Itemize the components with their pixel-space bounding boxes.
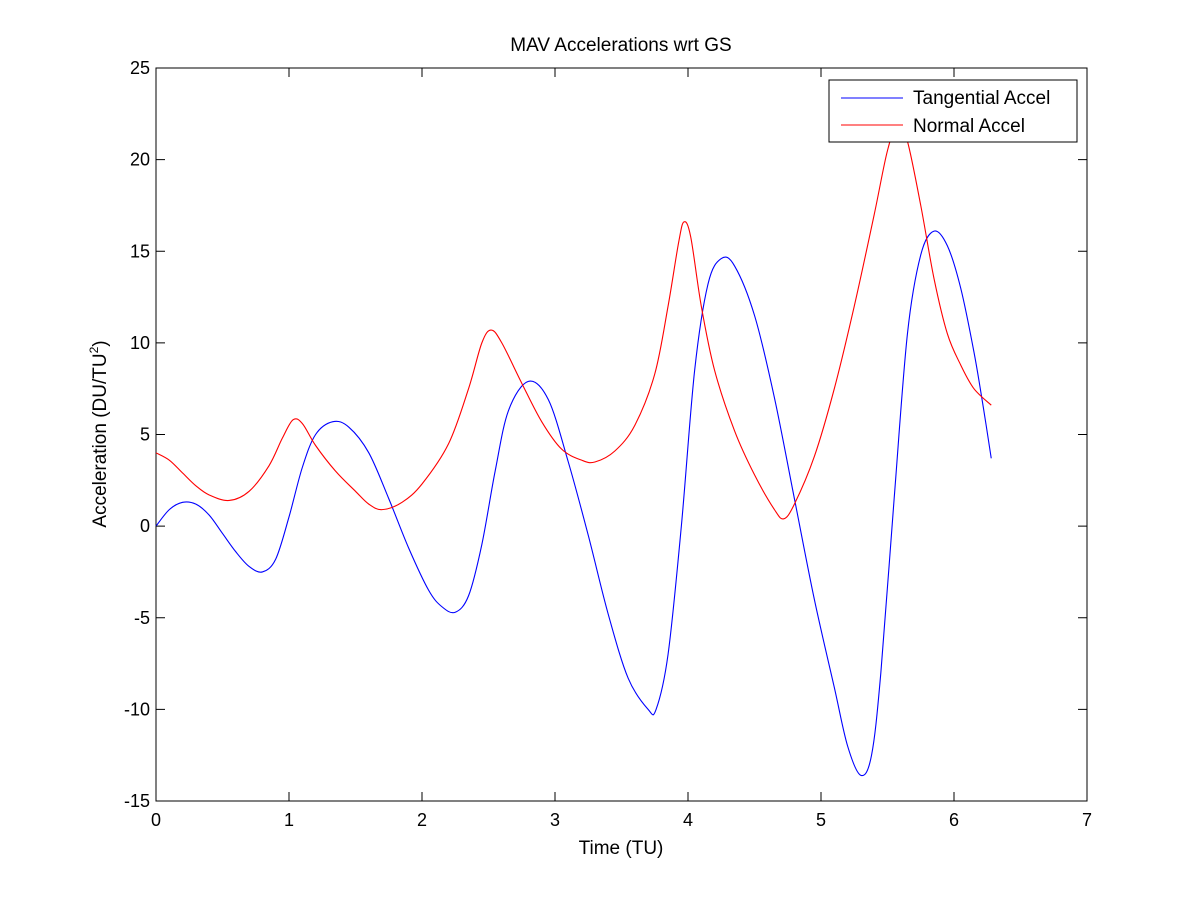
x-axis-label: Time (TU) xyxy=(579,838,664,859)
legend-label-tangential: Tangential Accel xyxy=(913,88,1050,109)
plot-area xyxy=(155,67,1088,802)
y-axis-label: Acceleration (DU/TU2) xyxy=(87,340,111,527)
y-tick-label: -15 xyxy=(124,791,150,811)
y-tick-label: -5 xyxy=(134,608,150,628)
x-tick-label: 2 xyxy=(417,810,427,830)
y-tick-label: 0 xyxy=(140,516,150,536)
series-layer xyxy=(155,122,992,777)
y-tick-label: 25 xyxy=(130,58,150,78)
y-tick-label: 5 xyxy=(140,425,150,445)
chart-title: MAV Accelerations wrt GS xyxy=(510,35,731,56)
legend-label-normal: Normal Accel xyxy=(913,116,1025,137)
y-axis-label-close: ) xyxy=(90,340,111,346)
y-tick-label: 10 xyxy=(130,333,150,353)
x-tick-label: 4 xyxy=(683,810,693,830)
y-axis-label-superscript: 2 xyxy=(87,346,101,353)
y-axis-label-main: Acceleration (DU/TU xyxy=(90,353,111,527)
x-tick-label: 3 xyxy=(550,810,560,830)
x-tick-label: 0 xyxy=(151,810,161,830)
normal-accel-line xyxy=(155,122,992,520)
y-tick-label: 15 xyxy=(130,241,150,261)
tick-layer: 0 1 2 3 4 5 6 7 -15 -10 -5 0 5 10 15 20 25 xyxy=(124,58,1092,830)
y-tick-label: 20 xyxy=(130,150,150,170)
x-tick-label: 5 xyxy=(816,810,826,830)
x-tick-label: 6 xyxy=(949,810,959,830)
y-tick-label: -10 xyxy=(124,699,150,719)
x-tick-label: 1 xyxy=(284,810,294,830)
legend: Tangential Accel Normal Accel xyxy=(828,79,1078,143)
legend-box xyxy=(828,79,1078,143)
x-tick-label: 7 xyxy=(1082,810,1092,830)
tangential-accel-line xyxy=(155,230,992,777)
